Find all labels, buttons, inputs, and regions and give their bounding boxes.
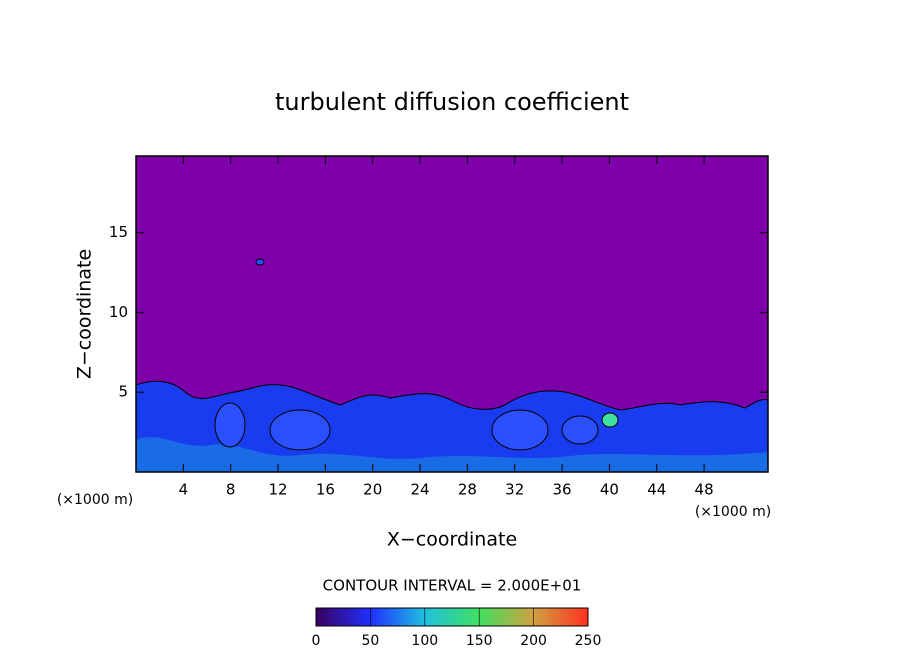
- annotation: CONTOUR INTERVAL = 2.000E+01: [323, 577, 582, 595]
- y-tick-label: 10: [109, 303, 128, 321]
- colorbar-tick-label: 250: [575, 633, 602, 649]
- x-tick-label: 20: [363, 481, 382, 499]
- x-tick-label: 36: [553, 481, 572, 499]
- colorbar-tick-label: 200: [520, 633, 547, 649]
- plot-frame: [135, 155, 769, 473]
- x-tick-label: 8: [226, 481, 236, 499]
- y-tick-label: 5: [118, 383, 128, 401]
- colorbar-tick-label: 50: [361, 633, 379, 649]
- y-tick-label: 15: [109, 223, 128, 241]
- colorbar-tick-label: 100: [411, 633, 438, 649]
- x-tick-label: 24: [410, 481, 429, 499]
- x-tick-label: 48: [695, 481, 714, 499]
- field: [136, 156, 768, 472]
- chart-title: turbulent diffusion coefficient: [275, 88, 629, 116]
- x-tick-label: 44: [647, 481, 666, 499]
- x-tick-label: 4: [179, 481, 189, 499]
- x-tick-label: 32: [505, 481, 524, 499]
- x-tick-label: 16: [316, 481, 335, 499]
- colorbar: [315, 607, 589, 627]
- y-unit: (×1000 m): [57, 492, 133, 508]
- x-tick-label: 28: [458, 481, 477, 499]
- x-tick-label: 40: [600, 481, 619, 499]
- x-tick-label: 12: [268, 481, 287, 499]
- y-axis-label: Z−coordinate: [74, 249, 96, 379]
- colorbar-tick-label: 150: [466, 633, 493, 649]
- colorbar-tick-label: 0: [312, 633, 321, 649]
- x-unit: (×1000 m): [695, 504, 771, 520]
- x-axis-label: X−coordinate: [387, 529, 517, 551]
